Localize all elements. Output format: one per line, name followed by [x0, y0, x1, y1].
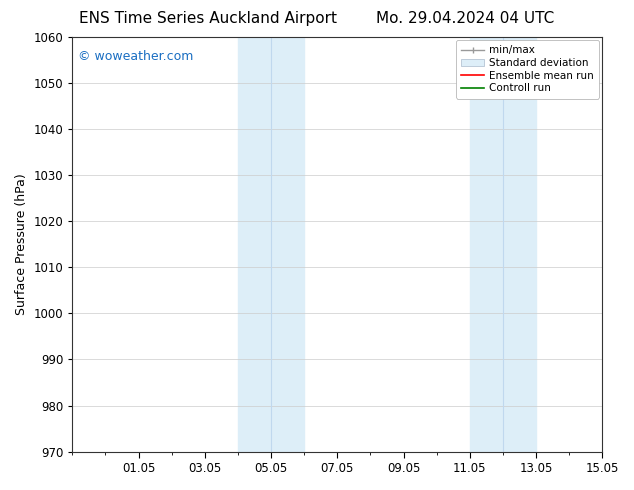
Bar	[470, 37, 536, 452]
Legend: min/max, Standard deviation, Ensemble mean run, Controll run: min/max, Standard deviation, Ensemble me…	[456, 40, 599, 98]
Text: ENS Time Series Auckland Airport        Mo. 29.04.2024 04 UTC: ENS Time Series Auckland Airport Mo. 29.…	[79, 11, 555, 26]
Y-axis label: Surface Pressure (hPa): Surface Pressure (hPa)	[15, 173, 28, 315]
Bar	[238, 37, 304, 452]
Text: © woweather.com: © woweather.com	[77, 49, 193, 63]
